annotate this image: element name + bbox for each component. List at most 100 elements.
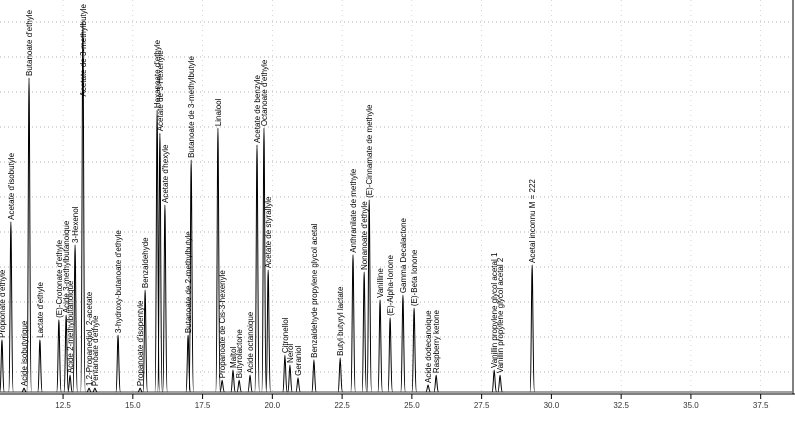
peak-label: Acetate de 3-methylbutyle [79,3,88,96]
peak-label: Citronellol [281,317,290,353]
peak [215,127,221,393]
peak [8,221,14,393]
peak-label: Acide dodecanoique [424,310,433,383]
peak [337,357,344,393]
peak-label: Propanoate d'isopentyle [136,300,145,386]
peak-label: Acetate d'hexyle [161,144,170,203]
peak [80,21,86,393]
peak [162,204,168,393]
peak [236,379,243,393]
peak-label: Benzaldehyde [141,237,150,288]
peak-label: Raspberry ketone [432,309,441,373]
peak-label: Gamma Decalactone [399,217,408,293]
peak [26,77,32,393]
peak-label: Nonanoate d'ethyle [360,201,369,270]
peak-label: Acide 2-methylbutanoique [66,280,75,373]
peak [361,271,368,393]
peak [37,339,43,393]
peak [219,379,226,393]
peak [311,359,317,393]
peak [377,299,383,393]
peak [491,369,498,393]
x-tick-label: 22.5 [334,401,350,410]
peak-label: Anthranilate de methyle [349,168,358,253]
x-tick-label: 12.5 [55,401,71,410]
peak [282,354,288,393]
peak-label: Hexanoate d'ethyle [153,39,162,108]
peak-label: Acetate de styrallyle [264,196,273,268]
peak [86,387,92,393]
peak-label: Acide octanoique [246,311,255,373]
x-tick-label: 15.0 [125,401,141,410]
peak-label: Butanoate d'ethyle [25,9,34,76]
grid [0,0,792,392]
peak [72,244,78,393]
peak-label: Linalool [214,98,223,126]
peak-label: Pentanoate d'ethyle [91,315,100,386]
peak [142,289,148,393]
peak-label: (E)-Alpha-Ionone [386,254,395,315]
peak [115,334,121,393]
peak-label: Acetate d'isobutyle [7,152,16,219]
peak [63,314,70,393]
peak-label: Lactate d'ethyle [36,282,45,338]
peak-label: 3-hydroxy-butanoate d'ethyle [114,230,123,333]
peak [387,317,394,393]
peak [56,319,62,393]
peak [411,307,417,393]
peak-label: 3-Hexenol [71,206,80,243]
peak [188,159,195,393]
peak-label: Benzaldehyde propylene glycol acetal [310,223,319,358]
peak-label: (E)-Crotonate d'ethyle [55,239,64,318]
peak [497,374,503,393]
x-tick-label: 27.5 [474,401,490,410]
x-tick-label: 17.5 [195,401,211,410]
peak [92,387,98,393]
peak-label: Acide 3-methylbutanoique [62,220,71,313]
peak [350,254,356,393]
peak-label: Propionate d'ethyle [0,269,7,338]
peak [295,377,301,393]
peak [254,144,260,393]
peak [0,339,5,393]
peak-label: (E)-Beta Ionone [410,249,419,306]
peak-label: Butanoate de 3-methylbutyle [187,56,196,158]
peak [529,264,536,393]
peak-label: Maltol [229,346,238,368]
peak-label: 1,2-Propanediol, 2-acetate [85,291,94,386]
peak-label: (E)-Cinnamate de methyle [365,104,374,198]
peak [247,374,253,393]
peak [287,364,293,393]
peak-label: Acetate de 3-Hexenyle [156,50,165,131]
x-tick-label: 37.5 [753,401,769,410]
peak [400,294,406,393]
peak-label: Octanoate d'ethyle [260,59,269,126]
peak-label: Butanoate de 2-methylbutyle [184,231,193,333]
peak [137,387,143,393]
peak-label: Vanillin propylene glycol acetal 1 [490,252,499,368]
peak-label: Geraniol [294,345,303,375]
peak [157,132,163,393]
peak [67,374,73,393]
x-tick-label: 35.0 [683,401,699,410]
peak-label: Butyrolactone [235,329,244,378]
peak-label: Acetal inconnu M = 222 [528,179,537,263]
peak [21,387,27,393]
peak-label: Vanilline [376,268,385,298]
peak-label: Butyl butyryl lactate [336,286,345,356]
x-tick-label: 30.0 [544,401,560,410]
peak [265,269,272,393]
x-tick-label: 20.0 [265,401,281,410]
peak-label: Acetate de benzyle [253,74,262,143]
peak-label: Vanillin propylene glycol acetal 2 [496,257,505,373]
peak [366,199,373,393]
peak [230,369,236,393]
peak [425,384,431,393]
peak-label: Propanoate de Cis-3-hexenyle [218,270,227,379]
peak [261,127,267,393]
x-tick-label: 32.5 [613,401,629,410]
peak-label: Acide isobutyrique [20,320,29,386]
peak [433,374,440,393]
